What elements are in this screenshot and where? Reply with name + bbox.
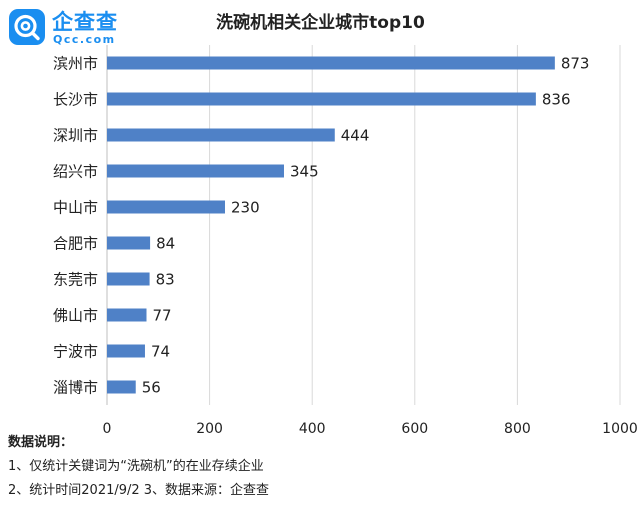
value-label-9: 56 bbox=[142, 379, 161, 397]
bar-9 bbox=[107, 380, 136, 394]
bar-chart: 0 200 400 600 800 1000 滨州市 873 长沙市 836 深圳市 444 绍兴市 34… bbox=[53, 45, 638, 437]
x-tick-label-5: 1000 bbox=[602, 421, 638, 437]
category-label-3: 绍兴市 bbox=[53, 163, 98, 181]
value-label-0: 873 bbox=[561, 55, 590, 73]
value-label-1: 836 bbox=[542, 91, 571, 109]
brand-domain: Qcc.com bbox=[53, 33, 116, 46]
category-label-8: 宁波市 bbox=[53, 343, 98, 361]
bar-7 bbox=[107, 308, 147, 322]
category-label-0: 滨州市 bbox=[53, 55, 98, 73]
notes-heading: 数据说明： bbox=[8, 435, 74, 450]
value-label-8: 74 bbox=[151, 343, 170, 361]
bar-1 bbox=[107, 92, 536, 106]
value-label-4: 230 bbox=[231, 199, 260, 217]
chart-title: 洗碗机相关企业城市top10 bbox=[216, 13, 425, 33]
x-tick-label-4: 800 bbox=[504, 421, 531, 437]
category-label-4: 中山市 bbox=[53, 199, 98, 217]
category-label-5: 合肥市 bbox=[53, 235, 98, 253]
bar-0 bbox=[107, 56, 555, 70]
value-label-2: 444 bbox=[341, 127, 370, 145]
category-label-2: 深圳市 bbox=[53, 127, 98, 145]
bar-2 bbox=[107, 128, 335, 142]
qcc-logo-icon bbox=[9, 9, 45, 45]
x-tick-label-1: 200 bbox=[196, 421, 223, 437]
category-label-1: 长沙市 bbox=[53, 91, 98, 109]
category-label-7: 佛山市 bbox=[53, 307, 98, 325]
x-tick-label-3: 600 bbox=[401, 421, 428, 437]
notes-line-1: 1、仅统计关键词为“洗碗机”的在业存续企业 bbox=[8, 459, 264, 474]
bar-5 bbox=[107, 236, 151, 250]
bar-4 bbox=[107, 200, 225, 214]
category-label-9: 淄博市 bbox=[53, 379, 98, 397]
value-label-6: 83 bbox=[156, 271, 175, 289]
bar-6 bbox=[107, 272, 150, 286]
brand-logo: 企查查 Qcc.com bbox=[8, 6, 148, 48]
bar-8 bbox=[107, 344, 145, 358]
value-label-5: 84 bbox=[156, 235, 175, 253]
notes-line-2: 2、统计时间2021/9/2 3、数据来源：企查查 bbox=[8, 483, 270, 498]
value-label-3: 345 bbox=[290, 163, 319, 181]
bar-3 bbox=[107, 164, 284, 178]
brand-name: 企查查 bbox=[52, 10, 118, 34]
data-notes: 数据说明： 1、仅统计关键词为“洗碗机”的在业存续企业 2、统计时间2021/9… bbox=[8, 431, 269, 503]
x-tick-label-0: 0 bbox=[103, 421, 112, 437]
value-label-7: 77 bbox=[153, 307, 172, 325]
category-label-6: 东莞市 bbox=[53, 271, 98, 289]
x-tick-label-2: 400 bbox=[299, 421, 326, 437]
